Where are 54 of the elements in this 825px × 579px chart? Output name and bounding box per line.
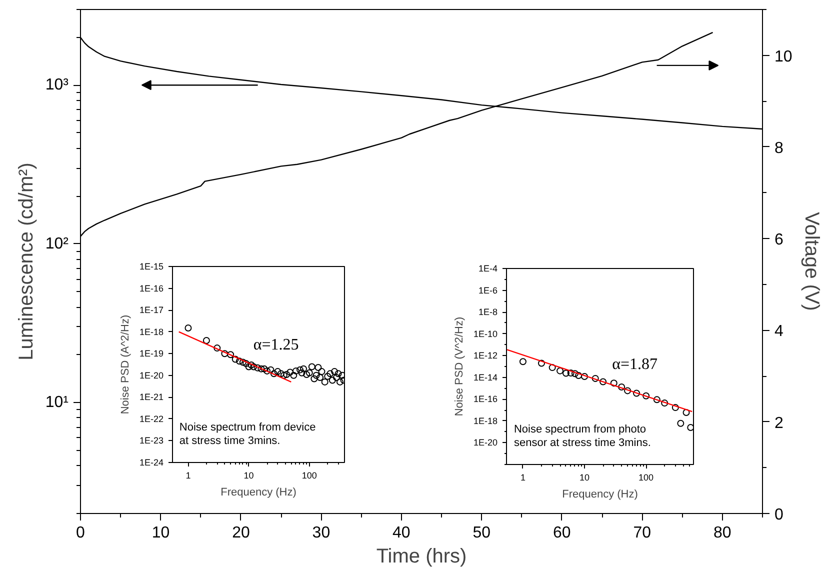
annotation: Noise spectrum from device at stress time 3mins.	[179, 421, 316, 448]
x-tick-label: 70	[633, 524, 652, 542]
y-tick-label: 1E-24	[139, 458, 164, 468]
x-tick-label: 30	[312, 524, 330, 542]
y2-tick-label: 6	[774, 232, 784, 249]
y2-tick-label: 8	[774, 140, 784, 157]
x-tick-label: 40	[392, 524, 410, 542]
annotation: Noise spectrum from photo sensor at stress time 3mins.	[514, 423, 651, 450]
y-tick-label: 1E-15	[139, 262, 164, 272]
y-tick-label: 10³	[45, 76, 70, 94]
x-axis-title: Frequency (Hz)	[220, 486, 296, 498]
y-axis-title: Luminescence (cd/m²)	[15, 162, 38, 360]
y-tick-label: 1E-17	[139, 305, 164, 316]
x-tick-label: 100	[302, 470, 317, 480]
y-tick-label: 1E-20	[139, 370, 164, 380]
x-axis-title: Time (hrs)	[376, 546, 467, 568]
y-tick-label: 1E-12	[473, 350, 498, 361]
y-tick-label: 1E-22	[139, 414, 164, 424]
x-tick-label: 20	[232, 524, 250, 542]
x-tick-label: 50	[472, 524, 491, 542]
y-tick-label: 1E-14	[473, 372, 498, 382]
y-tick-label: 1E-21	[139, 392, 164, 402]
x-tick-label: 100	[638, 472, 654, 482]
annotation: α=1.87	[612, 356, 658, 374]
y-tick-label: 1E-20	[473, 438, 498, 448]
y-tick-label: 1E-18	[139, 326, 164, 337]
y-tick-label: 1E-6	[478, 285, 498, 296]
y-tick-label: 1E-18	[473, 416, 498, 426]
x-tick-label: 60	[553, 524, 571, 542]
y-tick-label: 1E-10	[473, 328, 498, 339]
x-tick-label: 10	[152, 524, 170, 542]
y-tick-label: 1E-4	[478, 264, 498, 274]
y2-tick-label: 0	[774, 506, 784, 524]
y-axis-title: Noise PSD (A^2/Hz)	[119, 314, 132, 414]
x-tick-label: 1	[520, 472, 526, 482]
x-tick-label: 1	[186, 470, 191, 480]
annotation: α=1.25	[253, 336, 299, 354]
y-tick-label: 1E-16	[139, 283, 164, 294]
y-axis-title: Noise PSD (V^2/Hz)	[453, 316, 466, 416]
y-tick-label: 10¹	[45, 394, 68, 412]
x-tick-label: 80	[713, 524, 732, 542]
x-axis-title: Frequency (Hz)	[562, 488, 638, 500]
y-tick-label: 1E-23	[139, 436, 164, 446]
y-tick-label: 1E-16	[473, 394, 498, 404]
y2-tick-label: 2	[774, 414, 784, 432]
y-tick-label: 1E-8	[478, 307, 498, 318]
y-tick-label: 1E-19	[139, 348, 164, 359]
y-tick-label: 10²	[45, 235, 70, 252]
y2-tick-label: 4	[774, 323, 784, 340]
x-tick-label: 10	[580, 472, 590, 482]
y2-tick-label: 10	[774, 48, 792, 66]
x-tick-label: 10	[244, 470, 254, 480]
y2-axis-title: Voltage (V)	[800, 212, 822, 311]
x-tick-label: 0	[76, 524, 86, 542]
